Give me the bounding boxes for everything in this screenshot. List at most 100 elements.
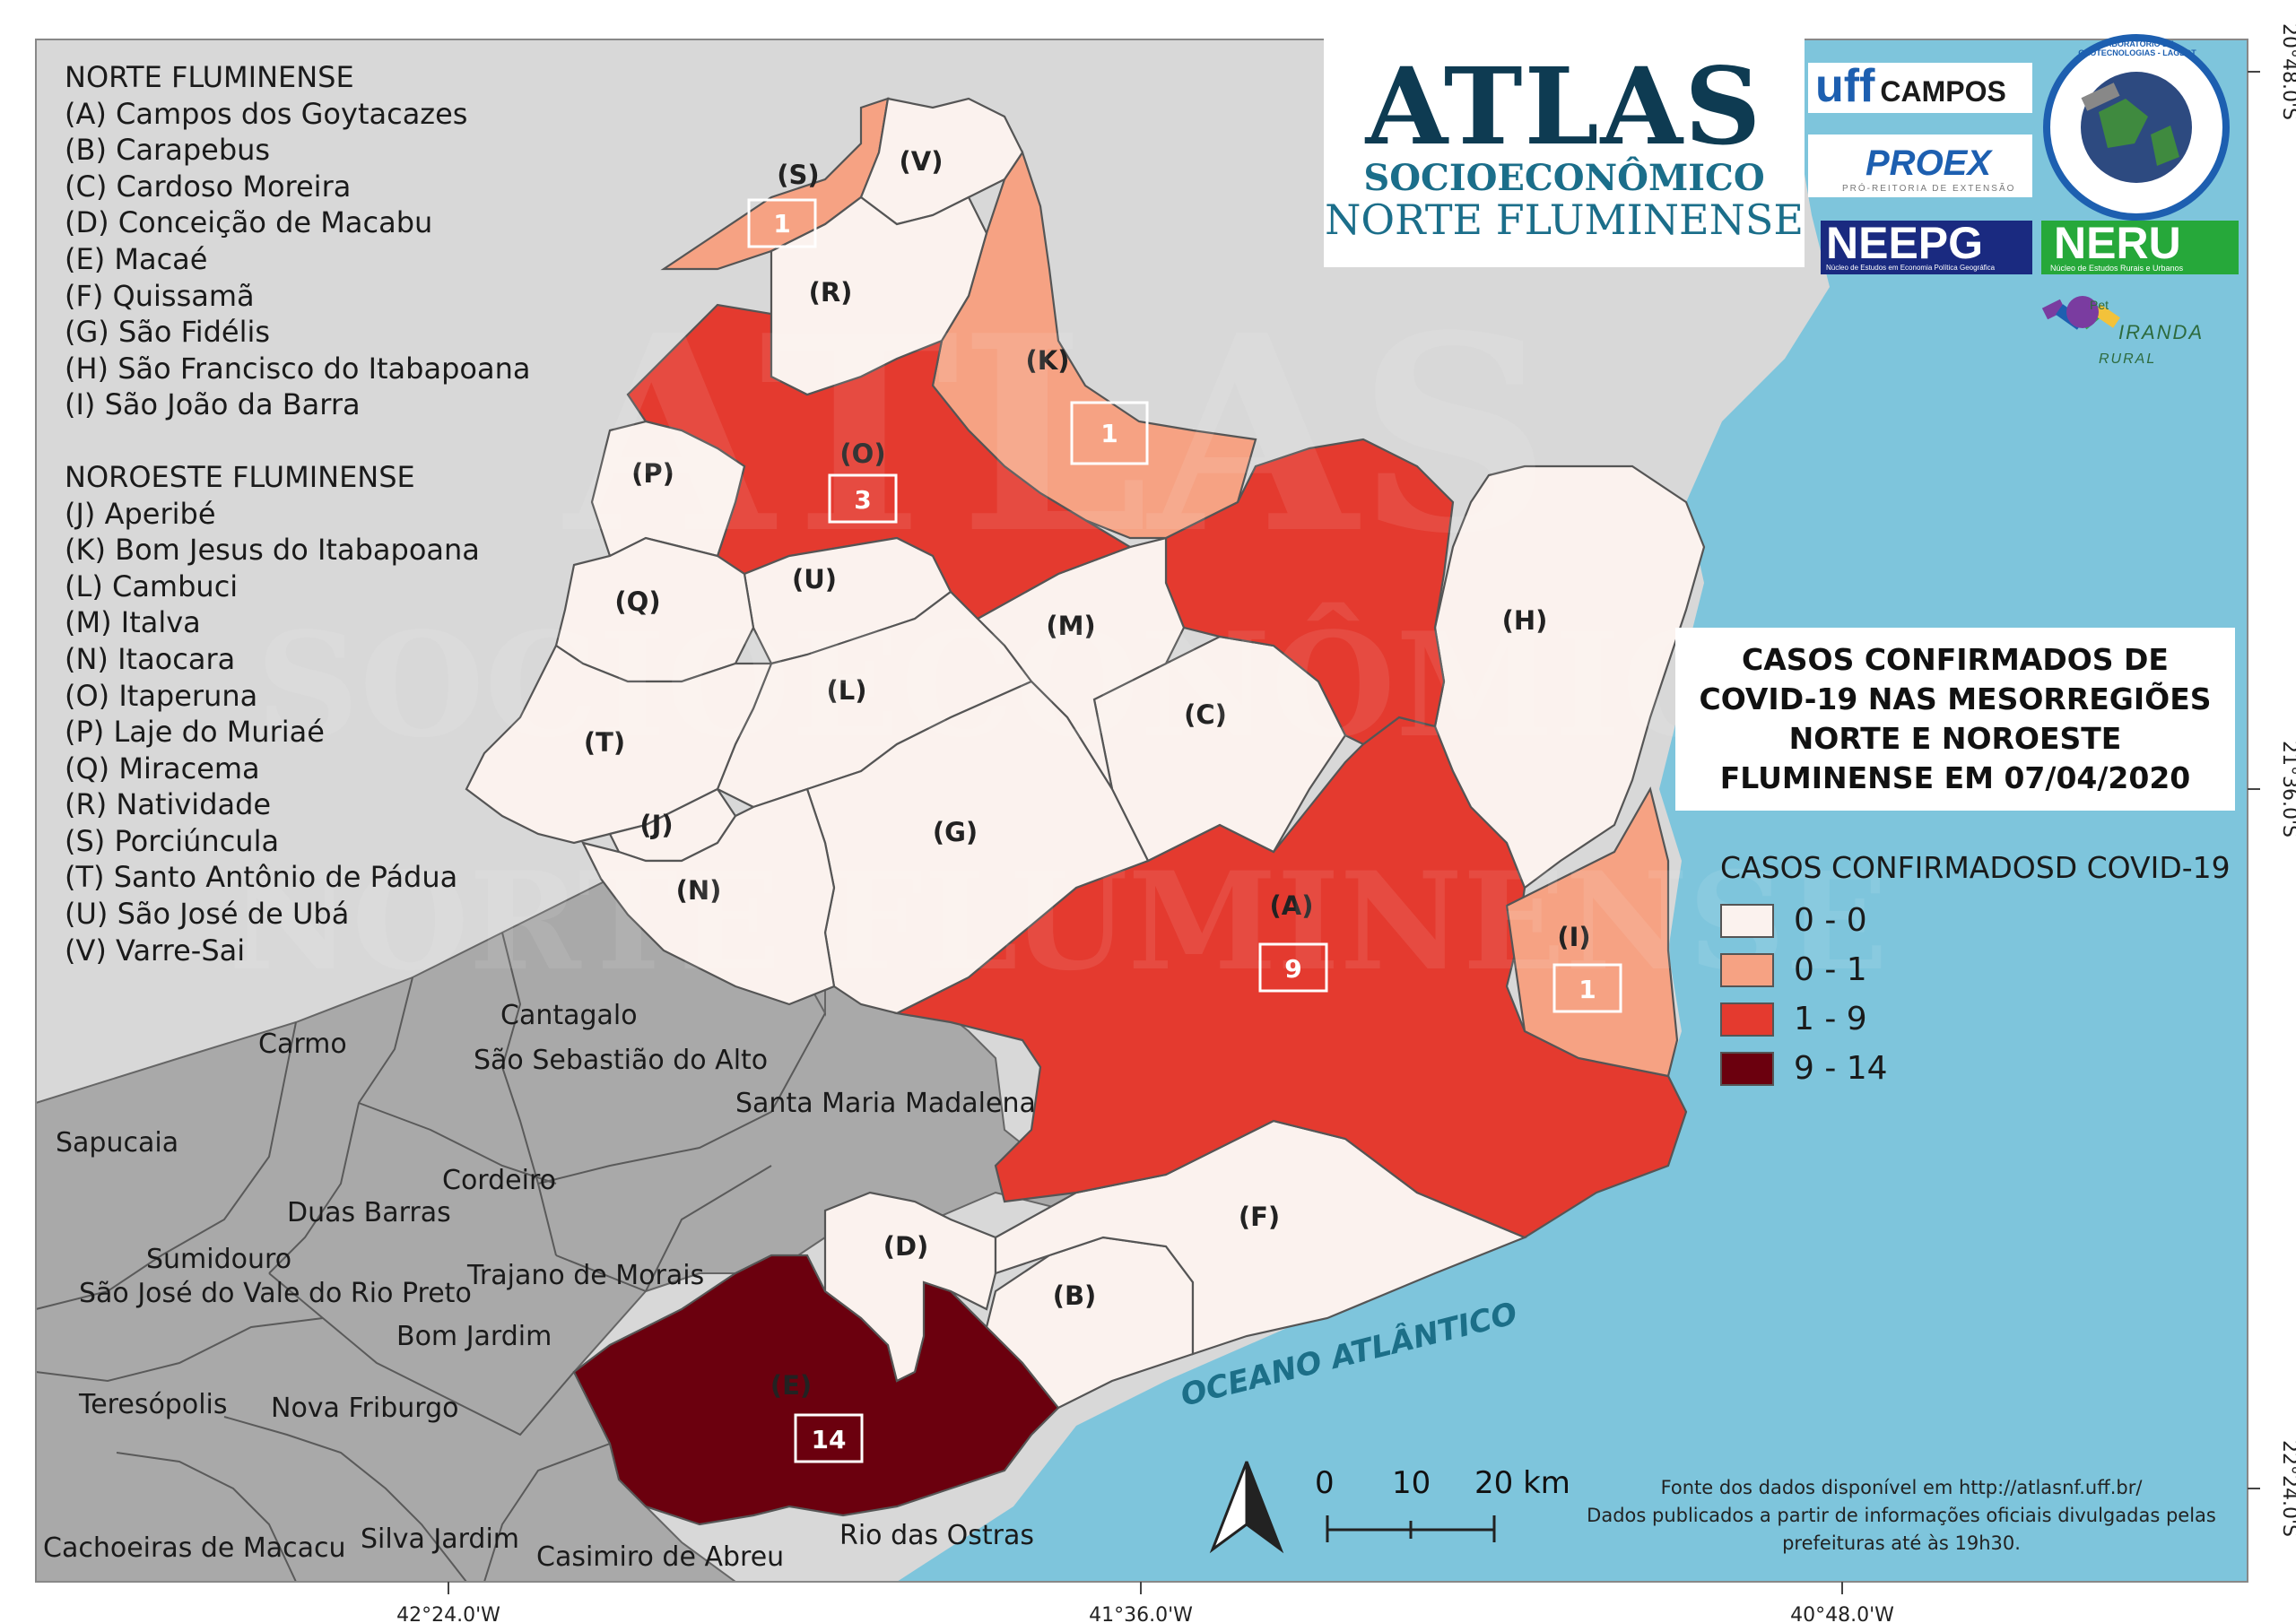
legend-label: 1 - 9 [1794,1001,1867,1037]
map-title-line: COVID-19 NAS MESORREGIÕES [1699,681,2212,716]
neru-logo: NERU [2054,217,2181,269]
atlas-logo-region: NORTE FLUMINENSE [1325,195,1804,244]
label-S: (S) [777,160,819,190]
city-cantagalo: Cantagalo [500,1000,638,1031]
legend-item: 0 - 1 [1720,945,2231,994]
map-legend: CASOS CONFIRMADOSD COVID-19 0 - 0 0 - 1 … [1720,850,2231,1093]
atlas-logo-subtitle: SOCIOECONÔMICO [1363,157,1765,199]
label-E: (E) [770,1370,812,1401]
ciranda-logo-main: IRANDA [2118,321,2204,344]
municipality-P[interactable] [590,420,746,558]
legend-item: 9 - 14 [1720,1044,2231,1093]
label-D: (D) [883,1231,929,1262]
neru-subtitle: Núcleo de Estudos Rurais e Urbanos [2050,264,2183,273]
city-carmo: Carmo [258,1028,347,1060]
lab-logo-text: LABORATÓRIO DE GEOTECNOLOGIAS - LAGEOT [2070,39,2205,57]
source-line: Dados publicados a partir de informações… [1587,1505,2216,1526]
svg-text:ATLAS: ATLAS [561,276,1552,593]
neepg-subtitle-text: Núcleo de Estudos em Economia Política G… [1826,264,1996,272]
map-title-line: FLUMINENSE EM 07/04/2020 [1719,760,2191,795]
city-rio-das-ostras: Rio das Ostras [839,1520,1034,1551]
case-box-A [1258,942,1328,993]
norte-item: (A) Campos dos Goytacazes [65,96,468,131]
label-R: (R) [809,277,853,308]
city-sao-jose-vale: São José do Vale do Rio Preto [79,1278,472,1309]
municipality-labels: (A) (B) (C) (D) (E) (F) (G) (H) (I) (J) … [584,146,1591,1401]
municipality-polygons [465,97,1706,1526]
legend-item: 0 - 0 [1720,896,2231,945]
municipality-V[interactable] [859,97,1024,226]
label-M: (M) [1046,611,1095,641]
city-trajano-de-morais: Trajano de Morais [466,1260,704,1291]
label-N: (N) [676,875,722,906]
scale-label-0: 0 [1315,1465,1335,1501]
municipality-D[interactable] [823,1191,997,1383]
source-line: Fonte dos dados disponível em http://atl… [1660,1477,2143,1498]
coordinate-ticks [448,71,2260,1594]
map-title-line: NORTE E NOROESTE [1788,721,2122,756]
label-J: (J) [639,810,673,840]
ciranda-logo: Pet [2090,298,2109,312]
pet-logo-text: Pet [2090,298,2109,312]
noroeste-item: (N) Itaocara [65,641,236,676]
north-arrow-icon [1209,1461,1284,1554]
label-L: (L) [827,675,867,706]
norte-item: (D) Conceição de Macabu [65,205,433,240]
label-B: (B) [1053,1280,1097,1311]
label-U: (U) [792,564,837,595]
lon-label-1: 42°24.0'W [396,1604,500,1623]
municipality-A-north[interactable] [1164,438,1455,746]
noroeste-item: (P) Laje do Muriaé [65,715,325,750]
city-sapucaia: Sapucaia [56,1127,178,1159]
norte-item: (C) Cardoso Moreira [65,169,352,204]
municipality-N[interactable] [580,787,836,1006]
noroeste-item: (R) Natividade [65,787,272,822]
case-boxes [747,198,1622,1463]
label-I: (I) [1557,922,1590,952]
case-value-K: 1 [1100,419,1118,448]
city-bom-jardim: Bom Jardim [396,1321,552,1352]
neighbor-city-labels: Cantagalo Carmo São Sebastião do Alto Sa… [43,1000,1036,1573]
label-Q: (Q) [614,586,660,617]
noroeste-item: (K) Bom Jesus do Itabapoana [65,533,480,568]
norte-item: (I) São João da Barra [65,387,361,422]
case-value-O: 3 [854,485,871,515]
neighbor-boundaries [35,932,826,1583]
legend-swatch [1720,952,1774,987]
municipality-I[interactable] [1505,786,1679,1078]
legend-label: 9 - 14 [1794,1050,1888,1087]
city-nova-friburgo: Nova Friburgo [271,1393,458,1424]
atlas-logo-title: ATLAS [1365,44,1763,169]
label-G: (G) [933,817,978,847]
svg-text:NORTE FLUMINENSE: NORTE FLUMINENSE [229,843,1888,1001]
lat-label-1: 20°48.0'S [2278,23,2296,120]
data-source: Fonte dos dados disponível em http://atl… [1552,1474,2251,1558]
noroeste-item: (L) Cambuci [65,568,239,603]
norte-item: (F) Quissamã [65,278,255,313]
city-casimiro-de-abreu: Casimiro de Abreu [536,1541,784,1573]
city-sumidouro: Sumidouro [146,1244,291,1275]
proex-logo: PROEX [1866,143,1991,184]
municipality-R[interactable] [770,195,988,396]
municipality-H[interactable] [1433,464,1706,890]
city-teresopolis: Teresópolis [78,1389,228,1420]
neru-subtitle-text: Núcleo de Estudos Rurais e Urbanos [2050,264,2184,273]
ocean [897,39,2248,1582]
lat-label-3: 22°24.0'S [2278,1440,2296,1537]
uff-campos-text: CAMPOS [1880,75,2006,108]
scale-label-20: 20 km [1474,1465,1570,1501]
case-value-S: 1 [773,209,790,239]
scale-bar [1326,1515,1496,1542]
source-line: prefeituras até às 19h30. [1782,1532,2021,1554]
legend-label: 0 - 1 [1794,951,1867,988]
label-P: (P) [631,458,674,489]
city-silva-jardim: Silva Jardim [361,1523,519,1555]
norte-title: NORTE FLUMINENSE [65,60,354,94]
legend-label: 0 - 0 [1794,902,1867,939]
rural-logo: RURAL [2099,352,2156,368]
case-box-O [828,473,898,524]
map-title: CASOS CONFIRMADOS DE COVID-19 NAS MESORR… [1675,628,2235,811]
city-duas-barras: Duas Barras [287,1197,451,1228]
case-box-I [1552,963,1622,1013]
watermark: ATLAS SOCIOECONÔMICO NORTE FLUMINENSE [229,276,1888,1001]
